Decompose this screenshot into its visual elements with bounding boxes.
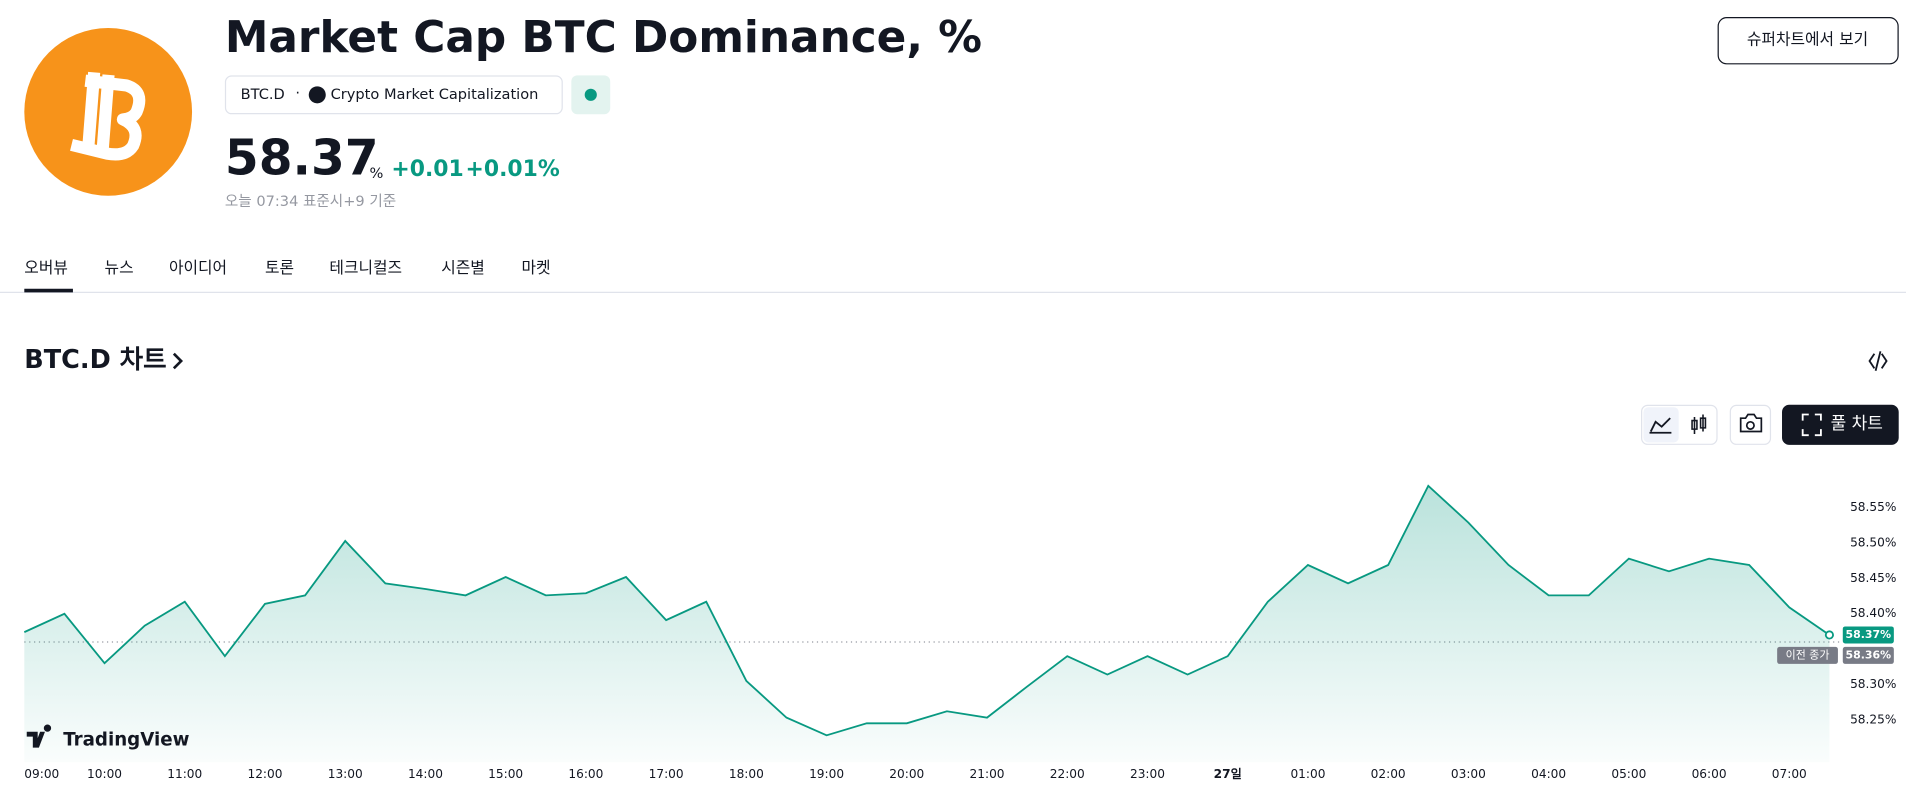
change: +0.01 bbox=[391, 157, 463, 182]
x-tick-label: 06:00 bbox=[1692, 767, 1727, 781]
x-tick-label: 20:00 bbox=[889, 767, 924, 781]
y-tick-label: 58.50% bbox=[1850, 536, 1896, 550]
symbol: BTC.D bbox=[241, 86, 285, 103]
x-tick-label: 19:00 bbox=[809, 767, 844, 781]
x-tick-label: 23:00 bbox=[1130, 767, 1165, 781]
x-tick-label: 10:00 bbox=[87, 767, 122, 781]
y-tick-label: 58.55% bbox=[1850, 500, 1896, 514]
y-tick-label: 58.45% bbox=[1850, 571, 1896, 585]
full-chart-button[interactable] bbox=[1782, 404, 1899, 445]
status-dot bbox=[584, 88, 597, 101]
area bbox=[24, 485, 1830, 763]
x-tick-label: 15:00 bbox=[488, 767, 523, 781]
x-tick-label: 14:00 bbox=[408, 767, 443, 781]
time-note: 오늘 07:34 표준시+9 기준 bbox=[225, 193, 396, 210]
x-tick-label: 09:00 bbox=[24, 767, 59, 781]
section-title[interactable]: BTC.D 차트 bbox=[24, 345, 166, 375]
prev-close-label: 58.36% bbox=[1846, 648, 1892, 661]
embed-icon[interactable] bbox=[1868, 351, 1888, 371]
logo bbox=[24, 27, 193, 196]
x-tick-label: 13:00 bbox=[328, 767, 363, 781]
plot: 58.25% 58.30% 58.40% 58.45% 58.50% 58.55% 09:0… bbox=[23, 484, 1896, 781]
y-tick-label: 58.25% bbox=[1850, 712, 1896, 726]
tab[interactable]: 테크니컬즈 bbox=[329, 258, 402, 277]
y-tick-label: 58.40% bbox=[1850, 606, 1896, 620]
tabs: 오버뷰 뉴스 아이디어 토론 테크니컬즈 시즌별 마켓 bbox=[24, 258, 550, 277]
exchange-icon bbox=[308, 86, 326, 104]
supercharts-button[interactable] bbox=[1717, 17, 1899, 65]
last-label-bg bbox=[1842, 626, 1894, 644]
line bbox=[23, 484, 1830, 737]
line-style-icon bbox=[1649, 417, 1672, 434]
symbol-chip[interactable] bbox=[224, 75, 563, 115]
x-tick-label: 07:00 bbox=[1772, 767, 1807, 781]
separator-dot: · bbox=[295, 85, 300, 102]
x-tick-label: 16:00 bbox=[568, 767, 603, 781]
x-tick-label: 17:00 bbox=[649, 767, 684, 781]
price: 58.37 bbox=[225, 131, 379, 187]
y-tick-label: 58.30% bbox=[1850, 677, 1896, 691]
snapshot-button[interactable] bbox=[1729, 404, 1772, 445]
camera-lens bbox=[1745, 420, 1755, 430]
supercharts-label: 슈퍼차트에서 보기 bbox=[1747, 30, 1868, 49]
section-arrow bbox=[172, 352, 184, 370]
tab[interactable]: 토론 bbox=[265, 258, 294, 277]
tab[interactable]: 오버뷰 bbox=[24, 258, 68, 277]
x-tick-label: 22:00 bbox=[1050, 767, 1085, 781]
x-tick-label: 27일 bbox=[1214, 767, 1242, 781]
tab[interactable]: 뉴스 bbox=[105, 258, 134, 277]
x-tick-label: 03:00 bbox=[1451, 767, 1486, 781]
tab[interactable]: 마켓 bbox=[521, 258, 550, 277]
last-label: 58.37% bbox=[1846, 628, 1892, 641]
title: Market Cap BTC Dominance, % bbox=[225, 12, 982, 63]
exchange: Crypto Market Capitalization bbox=[331, 86, 539, 103]
brand: TradingView bbox=[26, 724, 190, 750]
fullscreen-icon bbox=[1801, 413, 1822, 437]
x-tick-label: 21:00 bbox=[970, 767, 1005, 781]
prev-close-label-bg bbox=[1842, 646, 1894, 664]
x-tick-label: 02:00 bbox=[1371, 767, 1406, 781]
prev-close-name-bg bbox=[1777, 646, 1838, 664]
change-percent: +0.01% bbox=[466, 157, 560, 182]
line-style-button[interactable] bbox=[1643, 407, 1679, 443]
x-tick-label: 11:00 bbox=[167, 767, 202, 781]
candle-style-icon[interactable] bbox=[1691, 414, 1707, 434]
last-point bbox=[1824, 630, 1834, 640]
x-tick-label: 18:00 bbox=[729, 767, 764, 781]
tab[interactable]: 시즌별 bbox=[441, 258, 485, 277]
brand-name: TradingView bbox=[63, 729, 189, 750]
camera-icon bbox=[1739, 413, 1763, 433]
price-unit: % bbox=[370, 165, 384, 182]
x-tick-label: 01:00 bbox=[1290, 767, 1325, 781]
x-tick-label: 04:00 bbox=[1531, 767, 1566, 781]
x-tick-label: 12:00 bbox=[247, 767, 282, 781]
prev-close-name: 이전 종가 bbox=[1786, 648, 1830, 661]
full-chart-label: 풀 차트 bbox=[1831, 414, 1883, 434]
x-tick-label: 05:00 bbox=[1611, 767, 1646, 781]
tab[interactable]: 아이디어 bbox=[169, 258, 227, 277]
